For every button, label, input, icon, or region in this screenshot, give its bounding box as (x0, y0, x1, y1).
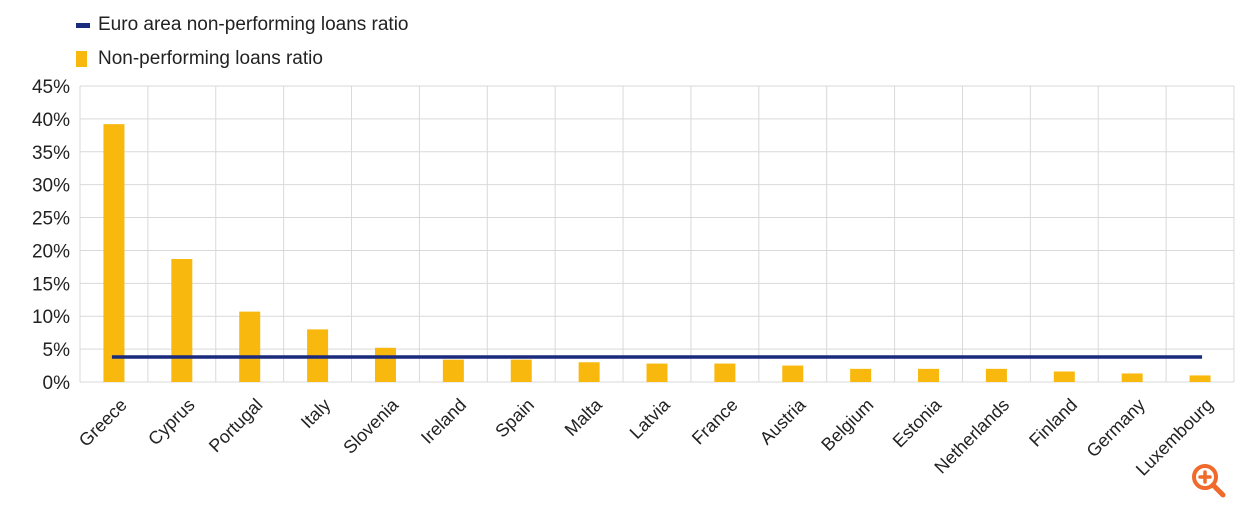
bar-luxembourg (1189, 375, 1211, 382)
y-tick-label: 30% (32, 176, 70, 197)
y-tick-label: 45% (32, 77, 70, 98)
legend-label-npl-ratio: Non-performing loans ratio (98, 48, 323, 69)
bar-belgium (850, 368, 872, 382)
bars (103, 124, 1211, 382)
bar-greece (103, 124, 125, 382)
grid (79, 85, 1235, 383)
bar-germany (1121, 373, 1143, 382)
bar-austria (782, 365, 804, 382)
y-tick-label: 25% (32, 209, 70, 230)
legend-item-npl-ratio: Non-performing loans ratio (76, 42, 409, 76)
bar-spain (510, 359, 532, 382)
legend: Euro area non-performing loans ratio Non… (76, 8, 409, 76)
bar-slovenia (374, 347, 396, 382)
x-tick-label: Latvia (626, 394, 675, 443)
bar-estonia (918, 368, 940, 382)
legend-item-euro-area: Euro area non-performing loans ratio (76, 8, 409, 42)
y-tick-label: 35% (32, 143, 70, 164)
y-tick-label: 0% (43, 373, 71, 394)
x-tick-label: Germany (1083, 395, 1149, 461)
y-tick-label: 10% (32, 307, 70, 328)
bar-ireland (442, 359, 464, 382)
y-tick-label: 15% (32, 274, 70, 295)
x-tick-label: Slovenia (339, 394, 403, 458)
legend-label-euro-area: Euro area non-performing loans ratio (98, 14, 409, 35)
x-tick-label: Finland (1025, 395, 1081, 451)
bar-latvia (646, 363, 668, 382)
x-axis-ticks: Greece Cyprus Portugal Italy Slovenia Ireland… (75, 394, 1217, 480)
bar-netherlands (985, 368, 1007, 382)
legend-line-swatch (76, 22, 90, 28)
x-tick-label: Cyprus (144, 395, 198, 449)
x-tick-label: Spain (491, 395, 538, 442)
x-tick-label: Italy (297, 395, 334, 432)
x-tick-label: Ireland (417, 395, 470, 448)
x-tick-label: Estonia (889, 394, 946, 451)
x-tick-label: Belgium (817, 395, 877, 455)
y-tick-label: 20% (32, 241, 70, 262)
x-tick-label: Portugal (205, 395, 267, 457)
y-tick-label: 5% (43, 340, 71, 361)
legend-bar-swatch (76, 51, 87, 67)
x-tick-label: Greece (75, 395, 131, 451)
bar-finland (1053, 371, 1075, 382)
x-tick-label: France (688, 395, 742, 449)
y-axis-ticks: 0% 5% 10% 15% 20% 25% 30% 35% 40% 45% (32, 77, 70, 394)
zoom-in-icon (1192, 464, 1226, 498)
x-tick-label: Austria (756, 394, 810, 448)
zoom-in-button[interactable] (1190, 462, 1228, 500)
bar-portugal (239, 311, 261, 382)
bar-cyprus (171, 258, 193, 382)
x-tick-label: Malta (561, 394, 607, 440)
bar-france (714, 363, 736, 382)
y-tick-label: 40% (32, 110, 70, 131)
bar-malta (578, 362, 600, 382)
